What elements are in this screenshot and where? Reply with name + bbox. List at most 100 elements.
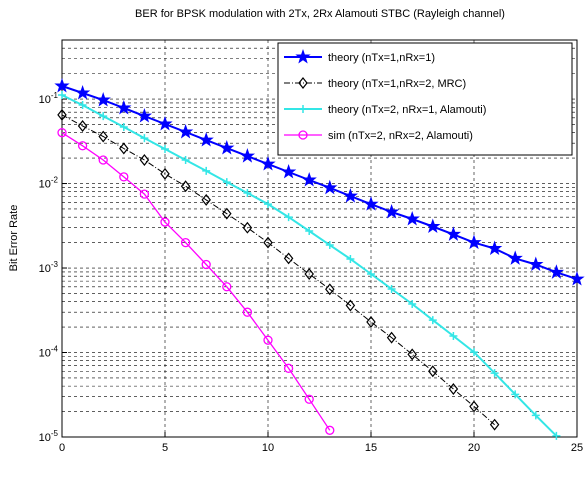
marker [342, 188, 359, 203]
marker [428, 316, 437, 325]
marker [222, 207, 232, 220]
marker [160, 217, 170, 227]
series [54, 77, 585, 286]
series-line [61, 114, 495, 426]
marker [511, 390, 520, 399]
marker [383, 203, 400, 219]
marker [119, 172, 129, 182]
marker [466, 234, 482, 250]
plot-frame [61, 39, 578, 438]
marker [367, 269, 375, 278]
marker [507, 250, 523, 265]
y-tick-label: 10-1 [39, 91, 59, 106]
marker [325, 241, 334, 250]
marker [408, 300, 417, 309]
y-tick-label: 10-2 [39, 176, 59, 191]
marker [387, 285, 396, 294]
legend-marker [299, 105, 307, 113]
legend-box [277, 42, 573, 156]
marker [386, 331, 397, 344]
marker [116, 99, 132, 115]
marker [242, 221, 253, 234]
marker [77, 120, 88, 132]
marker [74, 84, 91, 100]
marker [222, 178, 231, 187]
marker [552, 431, 561, 440]
marker [304, 268, 314, 280]
y-tick-label: 10-3 [39, 260, 59, 275]
legend-label: theory (nTx=1,nRx=2, MRC) [328, 78, 466, 90]
marker [136, 108, 153, 123]
legend: theory (nTx=1,nRx=1) theory (nTx=1,nRx=2,… [277, 42, 573, 156]
marker [407, 348, 417, 361]
chart-title: BER for BPSK modulation with 2Tx, 2Rx Al… [135, 8, 505, 20]
marker [219, 140, 235, 155]
marker [119, 142, 129, 155]
marker [448, 383, 459, 395]
marker [363, 196, 379, 211]
marker [425, 218, 441, 234]
marker [404, 210, 420, 226]
legend-marker [295, 48, 311, 64]
marker [531, 411, 540, 420]
marker [366, 315, 376, 328]
marker [239, 148, 256, 163]
marker [322, 179, 338, 195]
legend-marker [298, 77, 308, 89]
marker [242, 307, 253, 317]
marker [280, 163, 297, 179]
series [57, 108, 500, 431]
marker [345, 299, 356, 312]
x-tick-label: 25 [571, 442, 583, 454]
legend-marker [298, 130, 308, 140]
marker [489, 418, 500, 431]
y-tick-label: 10-4 [39, 345, 59, 360]
marker [157, 115, 173, 131]
marker [99, 112, 108, 121]
marker [54, 77, 70, 93]
marker [222, 282, 232, 292]
marker [263, 236, 273, 249]
marker [263, 335, 273, 345]
marker [57, 108, 67, 121]
marker [490, 369, 499, 378]
marker [569, 271, 585, 286]
x-tick-label: 20 [468, 442, 480, 454]
marker [57, 128, 67, 138]
marker [78, 101, 87, 110]
series [58, 91, 561, 440]
marker [58, 91, 66, 100]
x-tick-label: 10 [262, 442, 274, 454]
marker [301, 171, 317, 187]
marker [304, 394, 314, 404]
marker [243, 188, 252, 197]
marker [177, 123, 194, 139]
marker [119, 122, 128, 131]
marker [469, 400, 479, 413]
y-tick-label: 10-5 [39, 429, 59, 444]
marker [264, 200, 272, 209]
marker [445, 226, 462, 241]
marker [325, 283, 335, 296]
marker [161, 145, 169, 154]
marker [486, 240, 503, 256]
marker [260, 156, 276, 171]
marker [305, 227, 314, 236]
marker [198, 132, 214, 147]
legend-label: sim (nTx=2, nRx=2, Alamouti) [328, 130, 473, 142]
marker [449, 331, 458, 340]
legend-label: theory (nTx=1,nRx=1) [328, 52, 435, 64]
marker [346, 254, 355, 263]
legend-label: theory (nTx=2, nRx=1, Alamouti) [328, 104, 486, 116]
x-tick-label: 15 [365, 442, 377, 454]
marker [202, 166, 211, 175]
marker [139, 189, 150, 199]
marker [180, 180, 191, 193]
marker [325, 425, 335, 435]
x-tick-label: 5 [162, 442, 168, 454]
marker [283, 363, 294, 373]
y-axis-label: Bit Error Rate [8, 205, 20, 272]
series [57, 128, 335, 435]
marker [139, 154, 150, 166]
